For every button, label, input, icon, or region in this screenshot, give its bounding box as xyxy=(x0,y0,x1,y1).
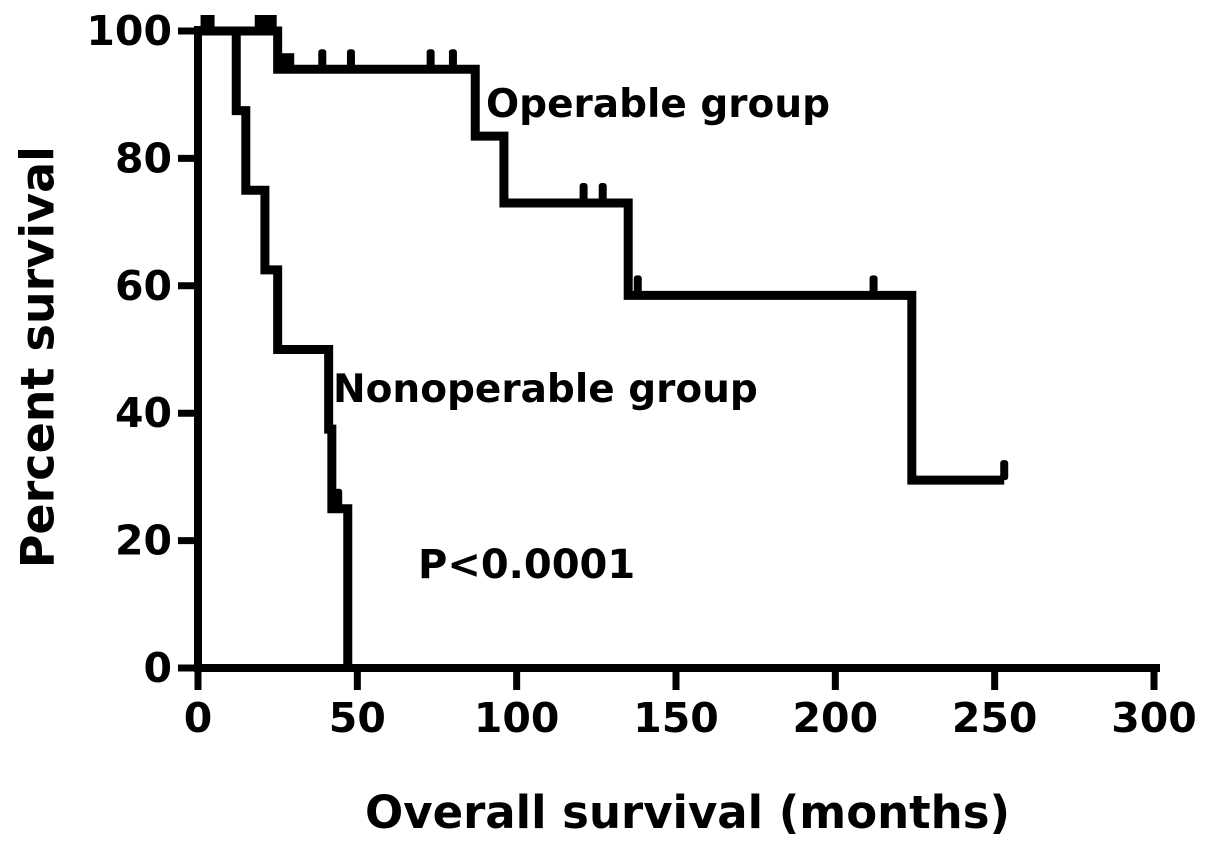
y-tick-label: 40 xyxy=(115,389,172,437)
y-tick-label: 0 xyxy=(143,644,172,692)
censor-tick-operable-group xyxy=(869,275,878,296)
y-tick-label: 80 xyxy=(115,134,172,182)
x-tick-label: 300 xyxy=(1111,694,1197,742)
series-label-operable-group: Operable group xyxy=(486,82,831,127)
x-tick-label: 50 xyxy=(329,694,386,742)
x-tick-label: 100 xyxy=(474,694,560,742)
y-axis-title: Percent survival xyxy=(10,146,65,569)
censor-tick-operable-group xyxy=(633,275,642,296)
x-tick-label: 150 xyxy=(633,694,719,742)
censor-tick-operable-group xyxy=(448,49,457,70)
x-tick-label: 200 xyxy=(793,694,879,742)
censor-tick-nonoperable-group xyxy=(334,488,343,509)
censor-tick-operable-group xyxy=(579,182,588,203)
y-tick-label: 100 xyxy=(86,7,172,55)
censor-tick-operable-group xyxy=(346,49,355,70)
curve-nonoperable-group xyxy=(198,26,353,668)
x-tick-label: 0 xyxy=(184,694,213,742)
series-label-nonoperable-group: Nonoperable group xyxy=(333,367,758,412)
y-tick-label: 20 xyxy=(115,517,172,565)
p-value-annotation: P<0.0001 xyxy=(418,542,636,588)
y-tick-label: 60 xyxy=(115,262,172,310)
x-tick-label: 250 xyxy=(952,694,1038,742)
censor-square-operable-group xyxy=(262,15,277,30)
censor-tick-operable-group xyxy=(1000,460,1009,481)
censor-tick-operable-group xyxy=(426,49,435,70)
curve-operable-group xyxy=(198,26,1005,485)
censor-tick-operable-group xyxy=(318,49,327,70)
censor-tick-operable-group xyxy=(598,182,607,203)
x-axis-title: Overall survival (months) xyxy=(365,786,1011,839)
censor-square-operable-group xyxy=(280,53,295,69)
censor-square-operable-group xyxy=(200,15,215,30)
